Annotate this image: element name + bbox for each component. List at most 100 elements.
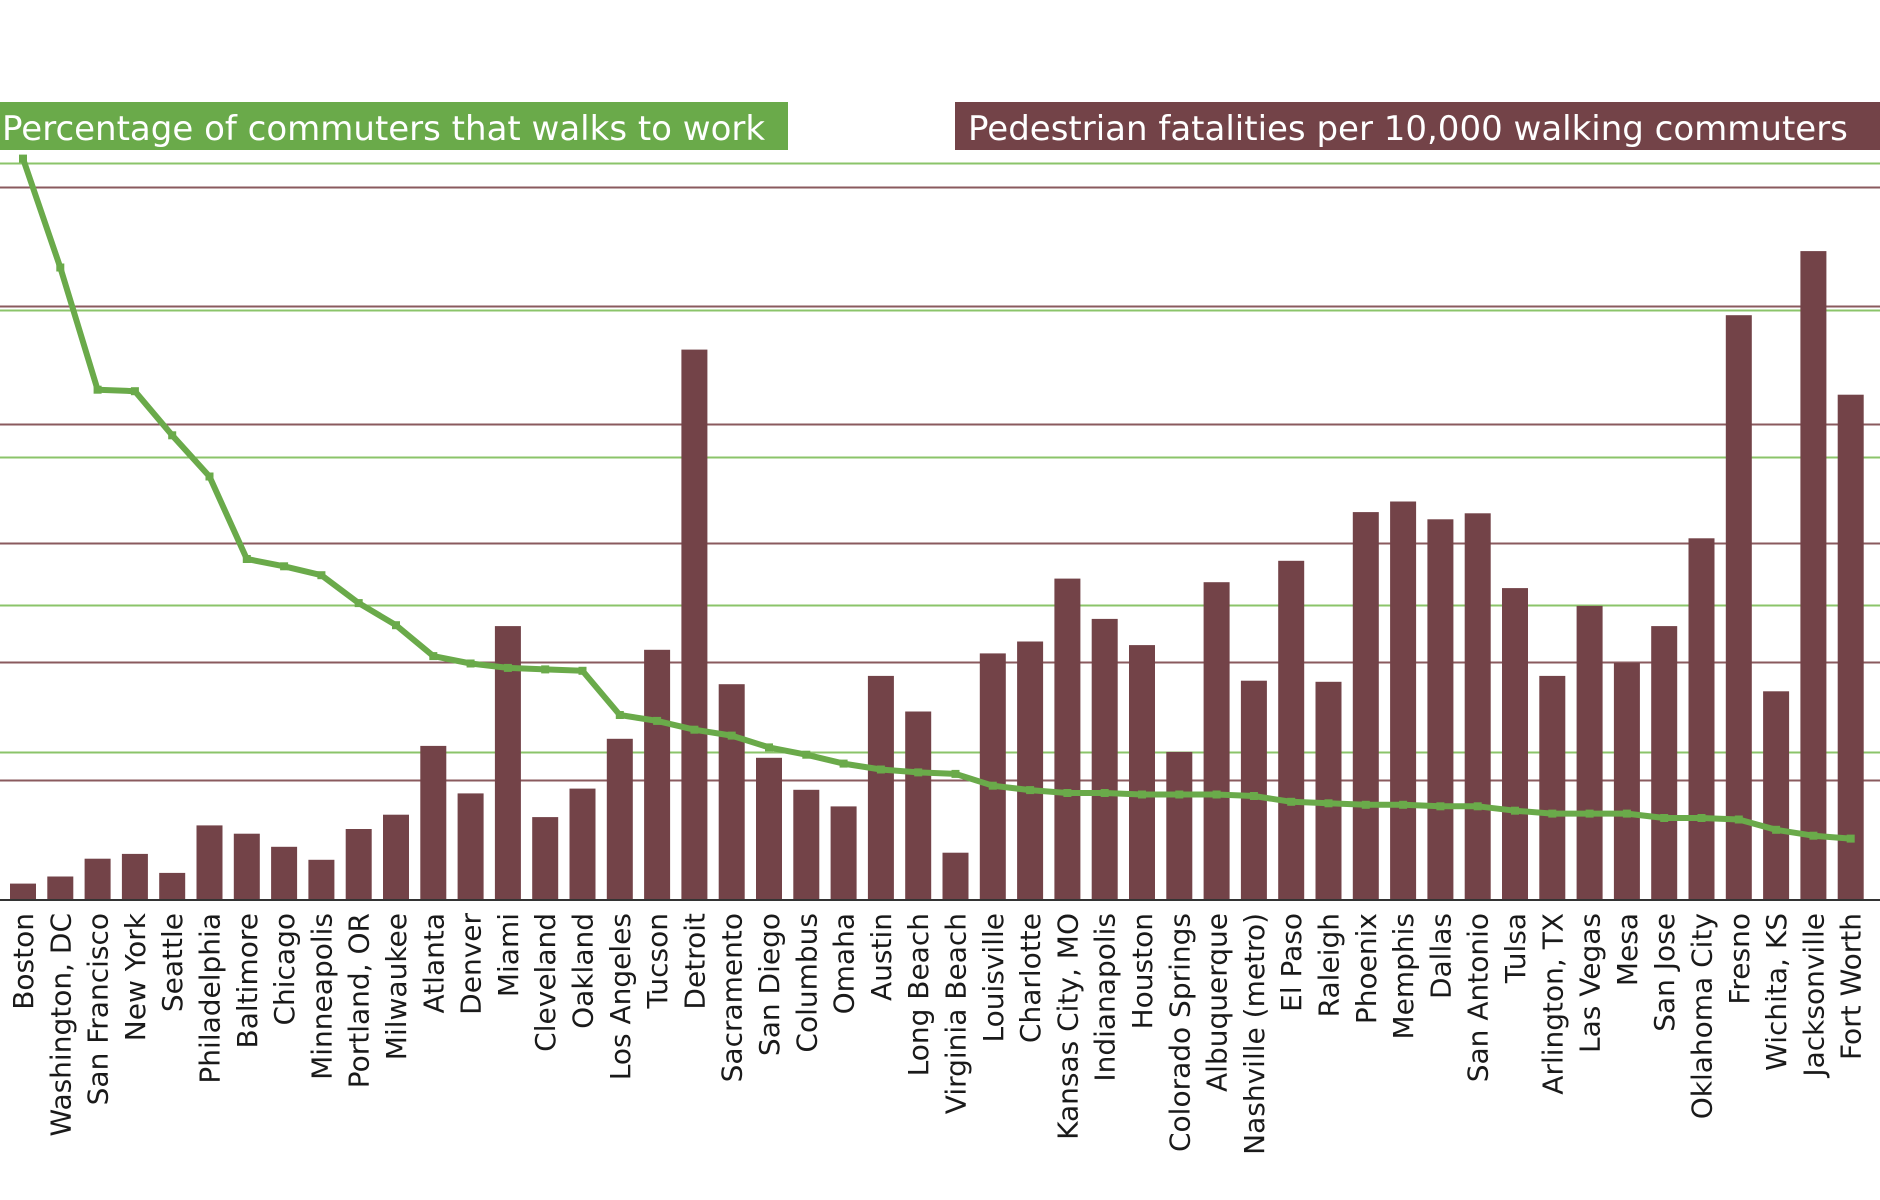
walk-share-point	[1026, 786, 1035, 795]
walk-share-point	[1772, 825, 1781, 834]
category-label: Charlotte	[1014, 913, 1047, 1043]
bar	[606, 738, 633, 899]
category-label: Cleveland	[529, 913, 562, 1052]
category-label: Chicago	[268, 913, 301, 1026]
bar	[1240, 680, 1267, 899]
walk-share-point	[354, 599, 363, 608]
category-label: Colorado Springs	[1163, 913, 1196, 1152]
bar	[1203, 582, 1230, 899]
walk-share-point	[988, 781, 997, 790]
category-label: Portland, OR	[343, 913, 376, 1088]
category-label: Tulsa	[1499, 913, 1532, 984]
walk-share-point	[1361, 800, 1370, 809]
category-labels: Boston Washington, DC San Francisco New Yor…	[7, 912, 1868, 1155]
category-label: Atlanta	[417, 913, 450, 1013]
category-label: Albuquerque	[1201, 913, 1234, 1092]
bar	[1688, 538, 1715, 899]
bar	[345, 829, 372, 899]
category-label: Las Vegas	[1574, 913, 1607, 1053]
bar	[84, 858, 111, 899]
category-label: Milwaukee	[380, 913, 413, 1060]
walk-share-point	[914, 768, 923, 777]
bar	[271, 846, 298, 899]
walk-share-point	[1660, 814, 1669, 822]
walk-share-point	[466, 659, 475, 668]
walk-share-point	[56, 263, 65, 272]
bar	[1576, 605, 1603, 899]
category-label: Detroit	[678, 913, 711, 1010]
category-label: Virginia Beach	[940, 913, 973, 1114]
bar	[233, 833, 260, 899]
walk-legend-label: Percentage of commuters that walks to wo…	[2, 109, 765, 149]
walk-share-point	[1138, 790, 1146, 799]
walk-share-point	[1511, 806, 1519, 815]
walk-share-point	[951, 769, 960, 778]
bar-series	[10, 251, 1864, 900]
category-label: San Antonio	[1462, 913, 1495, 1082]
walk-share-point	[242, 555, 251, 563]
walk-share-point	[1809, 831, 1818, 840]
category-label: Fresno	[1723, 913, 1756, 1005]
bar	[10, 883, 36, 899]
walk-share-point	[1100, 789, 1109, 797]
bar	[1054, 578, 1081, 899]
category-label: Dallas	[1424, 913, 1457, 999]
bar	[1763, 691, 1790, 899]
walk-share-point	[280, 562, 289, 571]
walk-share-point	[765, 743, 773, 752]
bar	[1464, 513, 1491, 899]
walk-share-point	[653, 716, 662, 725]
bar	[1017, 641, 1044, 899]
walk-share-point	[1212, 790, 1221, 799]
walk-legend-background	[0, 102, 788, 150]
bar	[1278, 560, 1305, 899]
bar	[942, 852, 969, 899]
walk-share-point	[1697, 814, 1706, 822]
category-label: Minneapolis	[305, 913, 338, 1080]
bar	[1166, 751, 1193, 899]
walk-share-point	[1734, 815, 1743, 824]
category-label: San Diego	[753, 913, 786, 1056]
walk-share-point	[541, 665, 550, 674]
category-label: Arlington, TX	[1536, 913, 1569, 1095]
category-label: Seattle	[156, 913, 189, 1012]
bar	[383, 814, 409, 899]
bar	[1352, 512, 1379, 899]
category-label: Sacramento	[716, 913, 749, 1082]
bar	[681, 349, 708, 900]
walk-share-point	[615, 711, 624, 719]
category-label: Raleigh	[1313, 913, 1346, 1017]
legend: Percentage of commuters that walks to wo…	[0, 102, 1880, 150]
category-label: San Francisco	[82, 913, 115, 1105]
category-label: Long Beach	[902, 913, 935, 1076]
walk-share-point	[1548, 809, 1557, 818]
walk-share-series	[19, 154, 1855, 843]
walk-share-point	[503, 663, 512, 672]
bar	[1725, 315, 1752, 899]
category-label: Louisville	[977, 913, 1010, 1043]
walk-share-point	[1473, 802, 1482, 811]
category-label: Los Angeles	[604, 913, 637, 1080]
walk-share-point	[317, 571, 326, 580]
bar	[718, 684, 745, 899]
walk-share-point	[1063, 789, 1072, 797]
bar	[1427, 519, 1454, 899]
category-label: Mesa	[1611, 913, 1644, 986]
bar	[1091, 618, 1118, 899]
bar	[308, 859, 335, 899]
walk-share-point	[130, 387, 139, 396]
grid-lines	[0, 162, 1880, 782]
category-label: El Paso	[1275, 913, 1308, 1012]
category-label: Indianapolis	[1089, 913, 1122, 1082]
category-label: Omaha	[828, 913, 861, 1014]
walk-share-point	[1399, 800, 1408, 809]
walk-share-point	[429, 652, 438, 661]
bar	[1390, 501, 1417, 899]
walk-share-point	[876, 765, 885, 774]
walk-share-point	[1324, 799, 1333, 808]
walk-share-point	[1436, 802, 1445, 811]
category-label: Baltimore	[231, 913, 264, 1048]
bar	[47, 876, 74, 899]
